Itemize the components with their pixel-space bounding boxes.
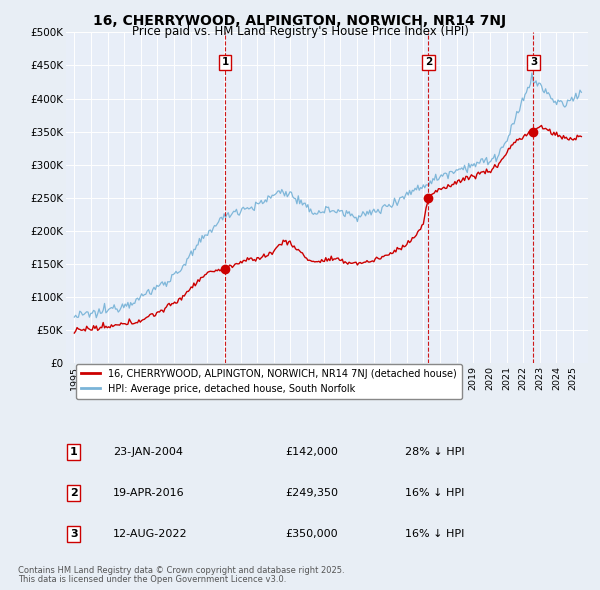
- Text: 2: 2: [425, 57, 432, 67]
- Text: 12-AUG-2022: 12-AUG-2022: [113, 529, 188, 539]
- Text: £350,000: £350,000: [285, 529, 338, 539]
- Text: 16% ↓ HPI: 16% ↓ HPI: [406, 529, 464, 539]
- Text: 1: 1: [221, 57, 229, 67]
- Text: 1: 1: [70, 447, 78, 457]
- Text: Price paid vs. HM Land Registry's House Price Index (HPI): Price paid vs. HM Land Registry's House …: [131, 25, 469, 38]
- Text: Contains HM Land Registry data © Crown copyright and database right 2025.: Contains HM Land Registry data © Crown c…: [18, 566, 344, 575]
- Text: 3: 3: [70, 529, 77, 539]
- Text: 23-JAN-2004: 23-JAN-2004: [113, 447, 183, 457]
- Text: £142,000: £142,000: [285, 447, 338, 457]
- Legend: 16, CHERRYWOOD, ALPINGTON, NORWICH, NR14 7NJ (detached house), HPI: Average pric: 16, CHERRYWOOD, ALPINGTON, NORWICH, NR14…: [76, 364, 462, 399]
- Text: This data is licensed under the Open Government Licence v3.0.: This data is licensed under the Open Gov…: [18, 575, 286, 584]
- Text: 28% ↓ HPI: 28% ↓ HPI: [406, 447, 465, 457]
- Text: £249,350: £249,350: [285, 488, 338, 498]
- Text: 3: 3: [530, 57, 537, 67]
- Text: 16% ↓ HPI: 16% ↓ HPI: [406, 488, 464, 498]
- Text: 16, CHERRYWOOD, ALPINGTON, NORWICH, NR14 7NJ: 16, CHERRYWOOD, ALPINGTON, NORWICH, NR14…: [94, 14, 506, 28]
- Text: 19-APR-2016: 19-APR-2016: [113, 488, 185, 498]
- Text: 2: 2: [70, 488, 78, 498]
